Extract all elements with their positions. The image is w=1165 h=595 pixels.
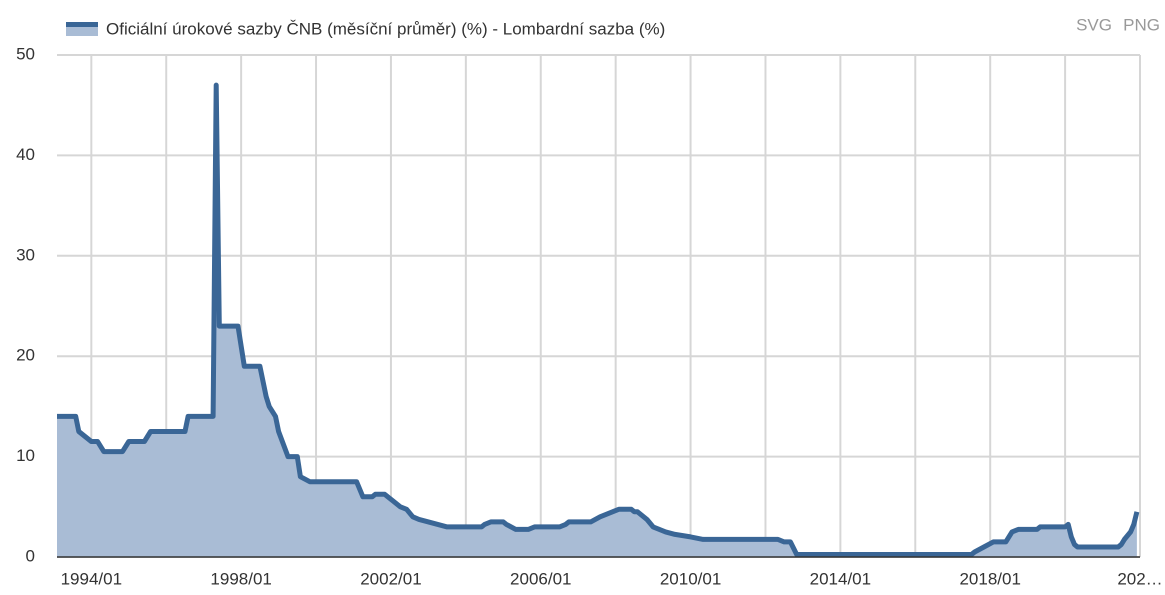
- x-tick-label: 2002/01: [360, 569, 421, 588]
- x-tick-label: 2018/01: [959, 569, 1020, 588]
- y-tick-label: 20: [16, 346, 35, 365]
- x-tick-label: 2006/01: [510, 569, 571, 588]
- y-tick-label: 50: [16, 44, 35, 63]
- legend-label: Oficiální úrokové sazby ČNB (měsíční prů…: [106, 19, 665, 38]
- y-tick-label: 30: [16, 245, 35, 264]
- area: [57, 85, 1137, 557]
- y-tick-label: 10: [16, 446, 35, 465]
- line: [57, 82, 1140, 557]
- y-tick-label: 40: [16, 145, 35, 164]
- x-tick-label: 202…: [1117, 569, 1162, 588]
- export-svg[interactable]: SVG: [1076, 15, 1112, 34]
- y-tick-label: 0: [26, 546, 35, 565]
- x-tick-label: 1998/01: [210, 569, 271, 588]
- legend-swatch-line: [66, 22, 98, 27]
- x-tick-label: 2010/01: [660, 569, 721, 588]
- x-tick-label: 2014/01: [810, 569, 871, 588]
- x-tick-label: 1994/01: [61, 569, 122, 588]
- export-png[interactable]: PNG: [1123, 15, 1160, 34]
